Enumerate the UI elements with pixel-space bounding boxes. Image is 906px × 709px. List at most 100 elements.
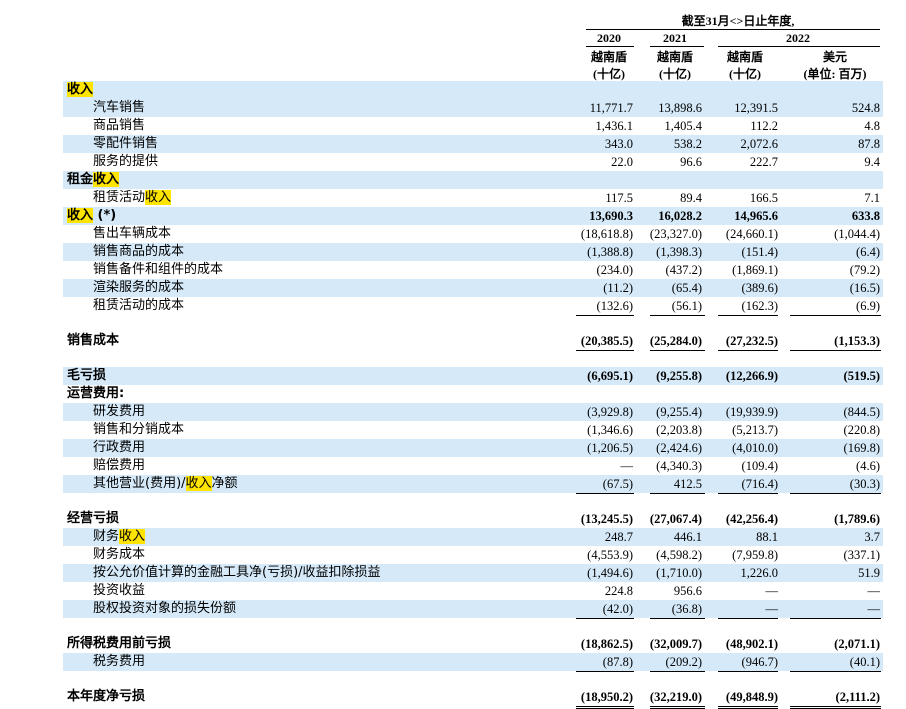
col4-currency: 美元 <box>822 50 847 64</box>
column-underline <box>650 618 705 619</box>
row-label: 经营亏损 <box>67 510 119 528</box>
column-underline <box>718 493 778 494</box>
label-text: 行政费用 <box>93 440 146 455</box>
table-row: 租金收入 <box>63 171 883 189</box>
value-cell: (3,929.8) <box>587 405 633 419</box>
label-text: 股权投资对象的损失份额 <box>93 601 237 616</box>
value-cell: (109.4) <box>741 459 778 473</box>
value-cell: (1,869.1) <box>732 263 778 277</box>
table-row: 商品销售 1,436.1 1,405.4 112.2 4.8 <box>63 117 883 135</box>
column-underline <box>718 618 778 619</box>
label-text: 税务费用 <box>93 654 146 669</box>
value-cell: (4,340.3) <box>656 459 702 473</box>
label-text: 汽车销售 <box>93 100 146 115</box>
value-cell: (87.8) <box>602 655 633 669</box>
highlighted-text: 收入 <box>67 208 94 223</box>
value-cell: (36.8) <box>671 602 702 616</box>
value-cell: (5,213.7) <box>732 423 778 437</box>
value-cell: — <box>765 584 779 598</box>
label-text: 研发费用 <box>93 404 146 419</box>
value-cell: (30.3) <box>849 477 880 491</box>
value-cell: (1,044.4) <box>834 227 880 241</box>
value-cell: (18,618.8) <box>580 227 633 241</box>
value-cell: (4,010.0) <box>732 441 778 455</box>
value-cell: (49,848.9) <box>725 690 778 704</box>
table-row: 销售商品的成本 (1,388.8) (1,398.3) (151.4) (6.4) <box>63 243 883 261</box>
row-label: 服务的提供 <box>93 153 158 171</box>
column-underline <box>650 671 705 672</box>
value-cell: 88.1 <box>756 530 778 544</box>
value-cell: (32,009.7) <box>649 637 702 651</box>
row-label: 股权投资对象的损失份额 <box>93 600 236 618</box>
column-underline <box>576 350 634 351</box>
row-label: 所得税费用前亏损 <box>67 635 171 653</box>
value-cell: 1,436.1 <box>595 119 634 133</box>
row-label: 销售成本 <box>67 332 119 350</box>
label-text: 按公允价值计算的金融工具净(亏损)/收益扣除损益 <box>93 565 381 580</box>
value-cell: 633.8 <box>851 209 880 223</box>
value-cell: (2,203.8) <box>656 423 702 437</box>
year-2022: 2022 <box>786 31 810 45</box>
value-cell: 51.9 <box>858 566 880 580</box>
value-cell: 222.7 <box>749 155 778 169</box>
value-cell: (2,071.1) <box>834 637 880 651</box>
value-cell: (27,232.5) <box>725 334 778 348</box>
col2-currency: 越南盾 <box>656 50 693 64</box>
table-row: 渲染服务的成本 (11.2) (65.4) (389.6) (16.5) <box>63 279 883 297</box>
row-label: 租金收入 <box>67 171 120 189</box>
col3-currency: 越南盾 <box>726 50 763 64</box>
table-row: 毛亏损 (6,695.1) (9,255.8) (12,266.9) (519.5) <box>63 367 883 385</box>
label-text: 租金 <box>67 172 94 187</box>
label-text: 运营费用: <box>67 386 125 401</box>
value-cell: (162.3) <box>741 299 778 313</box>
value-cell: — <box>765 602 779 616</box>
value-cell: 3.7 <box>864 530 880 544</box>
row-label: 租赁活动的成本 <box>93 297 184 315</box>
column-underline <box>718 315 778 316</box>
row-label: 售出车辆成本 <box>93 225 171 243</box>
col1-currency: 越南盾 <box>590 50 627 64</box>
table-row: 汽车销售 11,771.7 13,898.6 12,391.5 524.8 <box>63 99 883 117</box>
value-cell: 1,405.4 <box>664 119 703 133</box>
value-cell: 412.5 <box>673 477 702 491</box>
label-text: 财务 <box>93 529 120 544</box>
label-text: 财务成本 <box>93 547 146 562</box>
row-label: 财务收入 <box>93 528 146 546</box>
value-cell: (32,219.0) <box>649 690 702 704</box>
row-label: 销售和分销成本 <box>93 421 184 439</box>
year-2022-underline <box>718 46 880 47</box>
value-cell: (6,695.1) <box>587 369 633 383</box>
value-cell: (7,959.8) <box>732 548 778 562</box>
value-cell: (1,153.3) <box>834 334 880 348</box>
table-row: 赔偿费用 — (4,340.3) (109.4) (4.6) <box>63 457 883 475</box>
value-cell: 9.4 <box>864 155 880 169</box>
row-label: 财务成本 <box>93 546 145 564</box>
label-text: 销售和分销成本 <box>93 422 185 437</box>
column-underline <box>790 315 881 316</box>
value-cell: (67.5) <box>602 477 633 491</box>
value-cell: (6.9) <box>856 299 880 313</box>
value-cell: (16.5) <box>849 281 880 295</box>
label-text: 渲染服务的成本 <box>93 280 185 295</box>
table-row: 股权投资对象的损失份额 (42.0) (36.8) — — <box>63 600 883 618</box>
value-cell: (1,494.6) <box>587 566 633 580</box>
table-row: 销售成本 (20,385.5) (25,284.0) (27,232.5) (1,153… <box>63 332 883 350</box>
table-row: 服务的提供 22.0 96.6 222.7 9.4 <box>63 153 883 171</box>
value-cell: (18,862.5) <box>580 637 633 651</box>
value-cell: 11,771.7 <box>589 101 633 115</box>
label-text: 销售备件和组件的成本 <box>93 262 224 277</box>
value-cell: 7.1 <box>864 191 880 205</box>
row-label: 零配件销售 <box>93 135 158 153</box>
table-row: 销售和分销成本 (1,346.6) (2,203.8) (5,213.7) (220.8… <box>63 421 883 439</box>
row-label: 按公允价值计算的金融工具净(亏损)/收益扣除损益 <box>93 564 381 582</box>
value-cell: (2,424.6) <box>656 441 702 455</box>
value-cell: (23,327.0) <box>649 227 702 241</box>
value-cell: — <box>620 459 634 473</box>
table-row: 收入 <box>63 81 883 99</box>
row-label: 其他营业(费用)/收入净额 <box>93 475 238 493</box>
year-2021-underline <box>650 46 704 47</box>
value-cell: (42,256.4) <box>725 512 778 526</box>
column-underline <box>718 350 778 351</box>
column-underline <box>790 618 881 619</box>
label-text: 销售成本 <box>67 333 120 348</box>
